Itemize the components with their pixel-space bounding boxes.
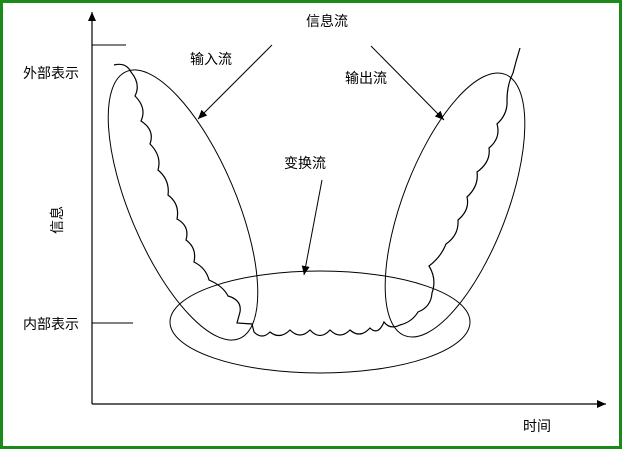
output-flow-ellipse: [356, 56, 553, 355]
information-flow-diagram: 信息流 输入流 输出流 变换流 外部表示 内部表示 信息 时间: [3, 3, 619, 446]
transform-flow-label: 变换流: [284, 155, 326, 172]
transform-flow-ellipse: [170, 271, 470, 373]
internal-representation-label: 内部表示: [23, 317, 79, 333]
input-flow-ellipse: [78, 51, 289, 359]
transform-flow-arrow: [304, 180, 322, 275]
information-flow-curve: [114, 48, 520, 336]
x-axis-label: 时间: [523, 419, 551, 435]
y-axis-label: 信息: [49, 206, 66, 234]
diagram-title: 信息流: [306, 13, 348, 30]
output-flow-label: 输出流: [345, 71, 387, 87]
input-flow-label: 输入流: [190, 52, 232, 68]
external-representation-label: 外部表示: [23, 66, 79, 82]
